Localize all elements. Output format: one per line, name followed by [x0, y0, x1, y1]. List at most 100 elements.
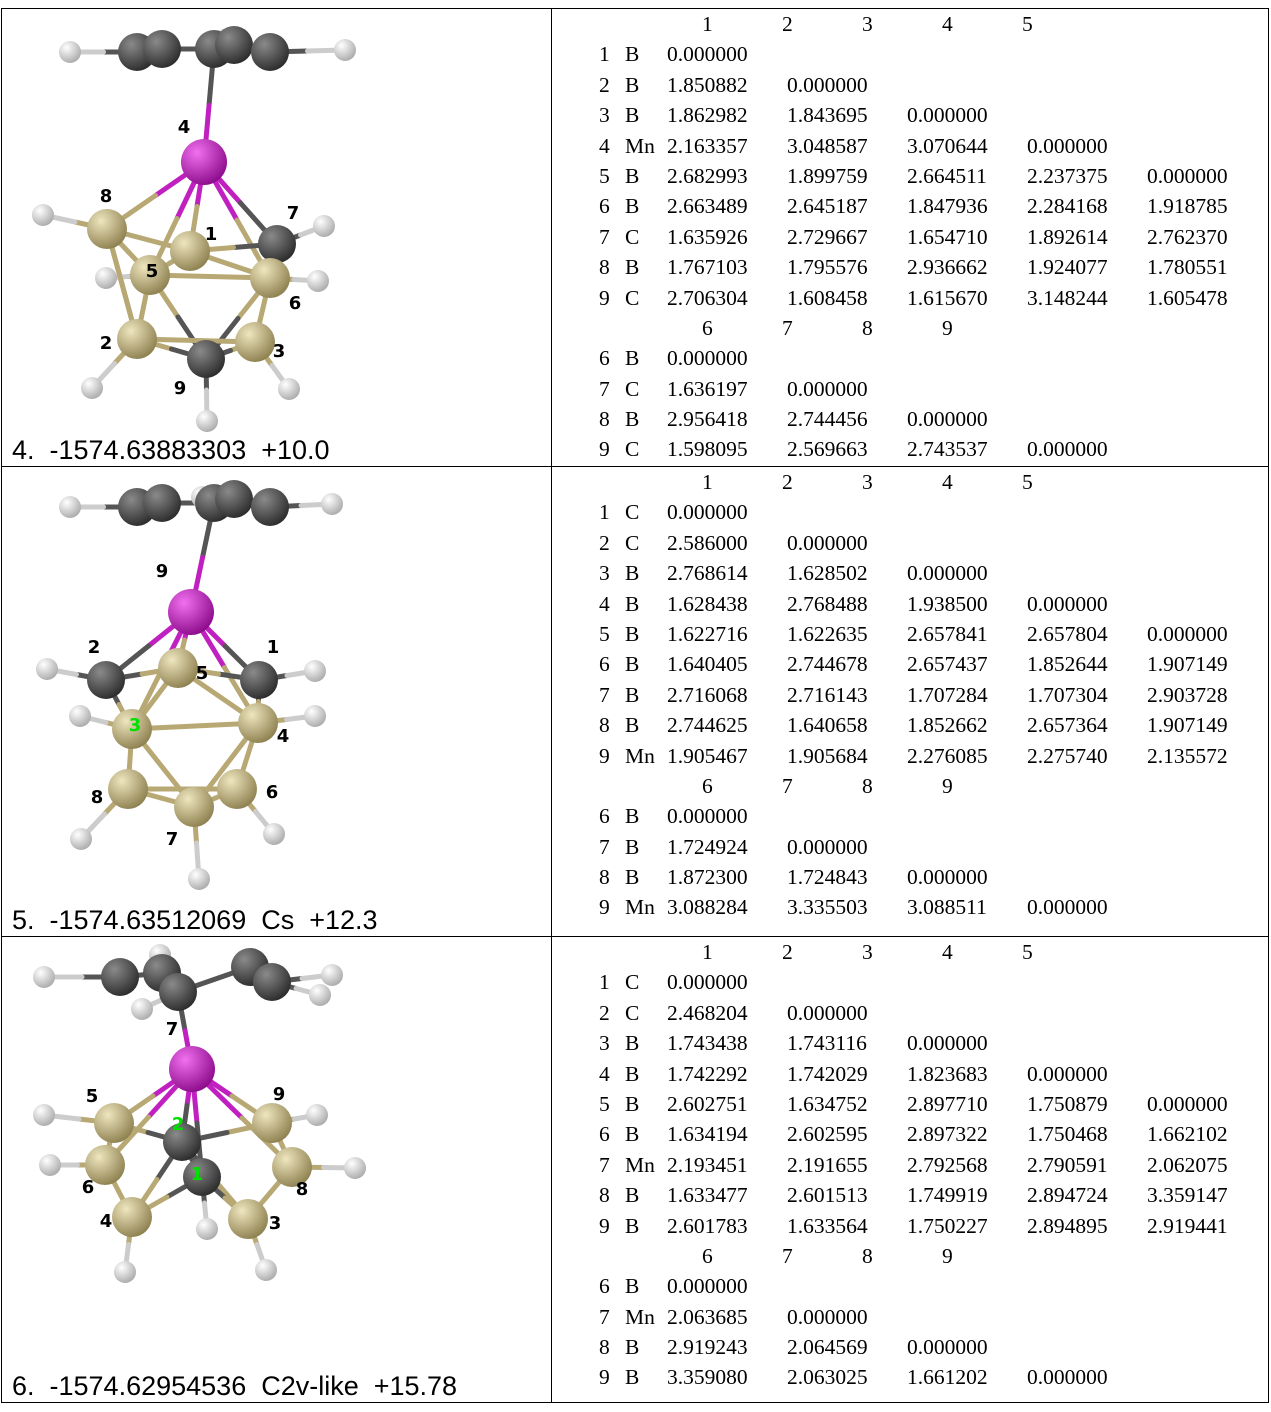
atom-index: 1	[599, 42, 610, 67]
molecule-cell-5: 9 2 1 5 3 4 6 8 7 5. -1574.63512069 Cs +12.3	[1, 466, 552, 937]
molecule-image-6: 7 5 9 2 6 8 1 4 3	[33, 944, 366, 1283]
distance-matrix-cell-5: 1 2 3 4 5 1 C 0.000000 2 C 2.586000 0.000000 3 B 2.768…	[551, 466, 1269, 937]
distance-value: 3.088284	[667, 895, 748, 920]
distance-value: 0.000000	[1027, 1061, 1108, 1086]
distance-value: 2.193451	[667, 1152, 748, 1177]
boron-atom	[87, 209, 127, 249]
atom-number-label: 6	[266, 782, 279, 803]
distance-value: 1.640405	[667, 652, 748, 677]
distance-value: 2.062075	[1147, 1152, 1228, 1177]
distance-value: 2.163357	[667, 133, 748, 158]
structure-row-6: 7 5 9 2 6 8 1 4 3 6. -1574.62954536 C2v-like +15…	[1, 936, 1269, 1403]
atom-number-label: 3	[129, 715, 142, 736]
atom-element: B	[625, 1365, 640, 1390]
distance-value: 0.000000	[1147, 163, 1228, 188]
atom-element: C	[625, 224, 640, 249]
distance-value: 1.907149	[1147, 713, 1228, 738]
distance-value: 2.897710	[907, 1091, 988, 1116]
distance-value: 0.000000	[907, 865, 988, 890]
atom-element: C	[625, 970, 640, 995]
boron-atom	[112, 709, 152, 749]
boron-atom	[94, 1103, 134, 1143]
distance-value: 2.744625	[667, 713, 748, 738]
boron-atom	[235, 322, 275, 362]
atom-element: B	[625, 804, 640, 829]
atom-index: 9	[599, 743, 610, 768]
distance-value: 1.742029	[787, 1061, 868, 1086]
structure-row-4: 4 8 7 1 5 6 2 3 9 4. -1574.63883303 +10.0 1 2 3 4 5 1…	[1, 8, 1269, 467]
atom-index: 8	[599, 255, 610, 280]
distance-value: 1.654710	[907, 224, 988, 249]
distance-value: 2.664511	[907, 163, 987, 188]
atom-index: 1	[599, 970, 610, 995]
distance-value: 1.847936	[907, 194, 988, 219]
atom-element: B	[625, 407, 640, 432]
boron-atom	[85, 1145, 125, 1185]
boron-atom	[217, 769, 257, 809]
matrix-column-header: 8	[862, 773, 873, 798]
hydrogen-atom	[344, 1157, 366, 1179]
distance-value: 0.000000	[787, 1000, 868, 1025]
atom-index: 9	[599, 895, 610, 920]
hydrogen-atom	[321, 493, 343, 515]
distance-value: 2.276085	[907, 743, 988, 768]
hydrogen-atom	[59, 41, 81, 63]
distance-value: 2.894724	[1027, 1183, 1108, 1208]
manganese-atom	[181, 139, 227, 185]
hydrogen-atom	[334, 39, 356, 61]
distance-value: 1.862982	[667, 103, 748, 128]
atom-number-label: 2	[100, 333, 113, 354]
hydrogen-atom	[36, 658, 58, 680]
matrix-column-header: 2	[782, 940, 793, 964]
boron-atom	[130, 255, 170, 295]
matrix-column-header: 9	[942, 315, 953, 340]
distance-value: 1.622716	[667, 621, 748, 646]
atom-number-label: 3	[269, 1213, 282, 1234]
atom-element: B	[625, 591, 640, 616]
distance-value: 1.905467	[667, 743, 748, 768]
atom-index: 2	[599, 1000, 610, 1025]
distance-value: 0.000000	[787, 376, 868, 401]
distance-value: 2.706304	[667, 285, 748, 310]
distance-value: 1.750468	[1027, 1122, 1108, 1147]
distance-value: 1.724843	[787, 865, 868, 890]
distance-value: 1.907149	[1147, 652, 1228, 677]
hydrogen-atom	[39, 1154, 61, 1176]
distance-value: 3.335503	[787, 895, 868, 920]
atom-index: 2	[599, 530, 610, 555]
carbon-atom	[183, 1158, 221, 1196]
atom-element: B	[625, 1091, 640, 1116]
distance-value: 2.919243	[667, 1335, 748, 1360]
atom-number-label: 4	[277, 726, 290, 747]
hydrogen-atom	[304, 660, 326, 682]
distance-value: 0.000000	[1027, 591, 1108, 616]
distance-value: 1.852662	[907, 713, 988, 738]
distance-value: 2.602751	[667, 1091, 748, 1116]
hydrogen-atom	[307, 270, 329, 292]
distance-value: 1.615670	[907, 285, 988, 310]
atom-index: 3	[599, 103, 610, 128]
matrix-column-header: 7	[782, 1243, 793, 1268]
distance-value: 2.657364	[1027, 713, 1108, 738]
atom-index: 8	[599, 865, 610, 890]
distance-value: 2.729667	[787, 224, 868, 249]
distance-value: 2.601513	[787, 1183, 868, 1208]
distance-value: 0.000000	[667, 1274, 748, 1299]
atom-element: Mn	[625, 133, 655, 158]
hydrogen-atom	[70, 828, 92, 850]
atom-index: 6	[599, 346, 610, 371]
manganese-atom	[169, 1046, 215, 1092]
carbon-atom	[251, 488, 289, 526]
distance-value: 2.569663	[787, 437, 868, 462]
atom-element: B	[625, 652, 640, 677]
distance-value: 2.903728	[1147, 682, 1228, 707]
distance-value: 1.892614	[1027, 224, 1108, 249]
atom-number-label: 1	[267, 637, 280, 658]
atom-index: 9	[599, 1365, 610, 1390]
distance-value: 1.622635	[787, 621, 868, 646]
distance-value: 0.000000	[787, 834, 868, 859]
carbon-atom	[258, 225, 296, 263]
boron-atom	[252, 1103, 292, 1143]
carbon-atom	[143, 30, 181, 68]
hydrogen-atom	[33, 966, 55, 988]
